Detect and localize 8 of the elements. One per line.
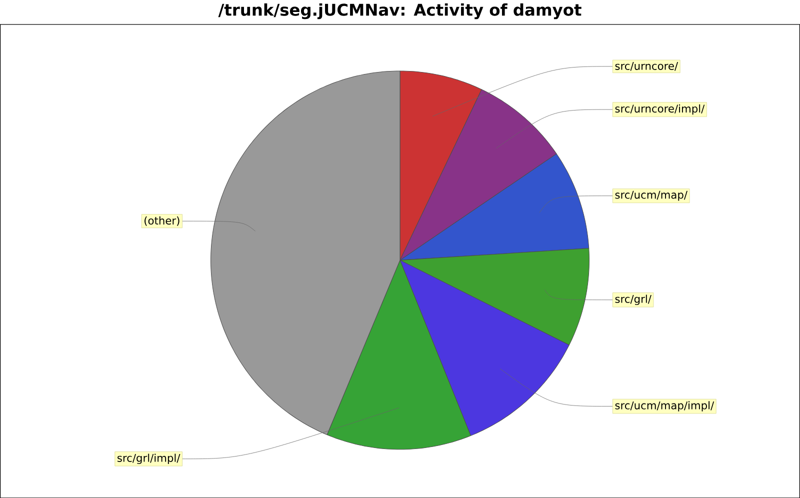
slice-label: (other) bbox=[144, 216, 180, 226]
slice-label: src/grl/ bbox=[615, 294, 652, 305]
slice-label: src/urncore/impl/ bbox=[615, 104, 705, 115]
slice-label: src/urncore/ bbox=[615, 62, 678, 71]
chart-title: /trunk/seg.jUCMNav: Activity of damyot bbox=[218, 3, 582, 20]
slice-label: src/grl/impl/ bbox=[117, 454, 180, 464]
slice-label: src/ucm/map/ bbox=[615, 190, 688, 201]
slice-label: src/ucm/map/impl/ bbox=[615, 401, 714, 412]
